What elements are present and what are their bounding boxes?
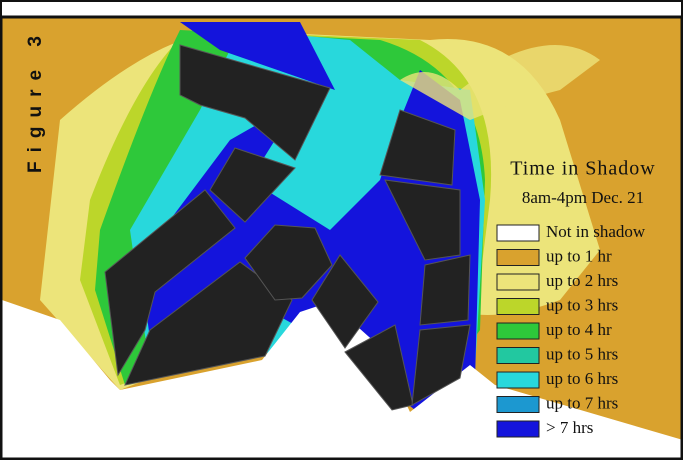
legend-swatch xyxy=(497,323,539,339)
legend-label: up to 4 hr xyxy=(546,320,612,339)
legend-label: up to 6 hrs xyxy=(546,369,618,388)
figure: Figure 3 Time in Shadow 8am-4pm Dec. 21 … xyxy=(0,0,683,460)
legend-subtitle: 8am-4pm Dec. 21 xyxy=(522,188,644,207)
legend-swatch xyxy=(497,372,539,388)
top-strip xyxy=(1,1,682,17)
legend-label: up to 3 hrs xyxy=(546,295,618,314)
legend-title: Time in Shadow xyxy=(510,158,656,180)
legend-swatch xyxy=(497,274,539,290)
legend-label: up to 1 hr xyxy=(546,246,612,265)
legend-label: up to 7 hrs xyxy=(546,393,618,412)
legend-label: up to 5 hrs xyxy=(546,344,618,363)
legend-swatch xyxy=(497,250,539,266)
legend-swatch xyxy=(497,299,539,315)
legend-swatch xyxy=(497,397,539,413)
legend-swatch xyxy=(497,225,539,241)
legend-label: up to 2 hrs xyxy=(546,271,618,290)
legend-swatch xyxy=(497,421,539,437)
legend-swatch xyxy=(497,348,539,364)
legend-label: Not in shadow xyxy=(546,222,646,241)
legend-label: > 7 hrs xyxy=(546,418,593,437)
figure-label: Figure 3 xyxy=(25,27,46,173)
